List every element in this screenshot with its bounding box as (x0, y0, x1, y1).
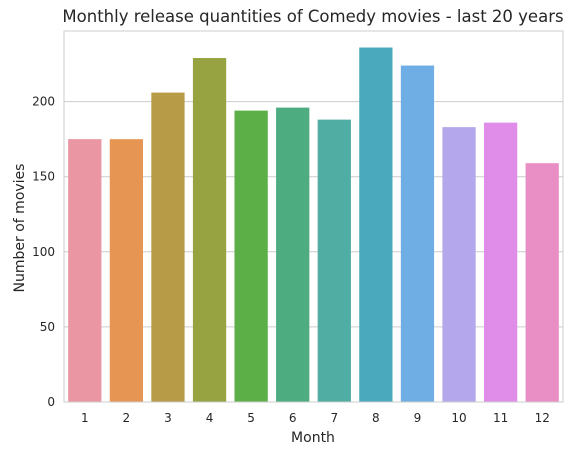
bar-month-5 (234, 110, 268, 402)
x-tick-label: 11 (493, 411, 508, 425)
bar-month-6 (276, 107, 310, 402)
x-tick-label: 4 (206, 411, 214, 425)
x-tick-labels: 1 2 3 4 5 6 7 8 9 10 11 12 (81, 411, 550, 425)
bar-month-12 (525, 163, 559, 402)
bar-month-1 (68, 139, 102, 402)
y-tick-label: 200 (32, 95, 55, 109)
x-tick-label: 6 (289, 411, 297, 425)
bar-month-7 (317, 119, 351, 402)
x-axis-label: Month (291, 430, 335, 446)
x-tick-label: 10 (451, 411, 466, 425)
x-tick-label: 5 (247, 411, 255, 425)
x-tick-label: 9 (414, 411, 422, 425)
bar-month-8 (359, 47, 393, 402)
chart-title: Monthly release quantities of Comedy mov… (62, 7, 563, 26)
x-tick-label: 12 (535, 411, 550, 425)
bars (68, 47, 559, 403)
bar-month-9 (400, 65, 435, 402)
bar-month-4 (192, 58, 227, 402)
y-tick-labels: 0 50 100 150 200 (32, 95, 55, 409)
x-tick-label: 7 (330, 411, 338, 425)
y-axis-label: Number of movies (12, 164, 28, 293)
y-tick-label: 100 (32, 245, 55, 259)
bar-month-2 (109, 139, 144, 402)
bar-month-11 (483, 122, 518, 403)
bar-month-10 (442, 127, 476, 403)
x-tick-label: 1 (81, 411, 89, 425)
y-tick-label: 150 (32, 170, 55, 184)
bar-month-3 (151, 92, 185, 402)
x-tick-label: 8 (372, 411, 380, 425)
y-tick-label: 50 (40, 320, 55, 334)
axes-frame (63, 30, 564, 403)
x-tick-label: 3 (164, 411, 172, 425)
x-tick-label: 2 (123, 411, 131, 425)
plot-frame (63, 30, 564, 403)
y-tick-label: 0 (47, 395, 55, 409)
